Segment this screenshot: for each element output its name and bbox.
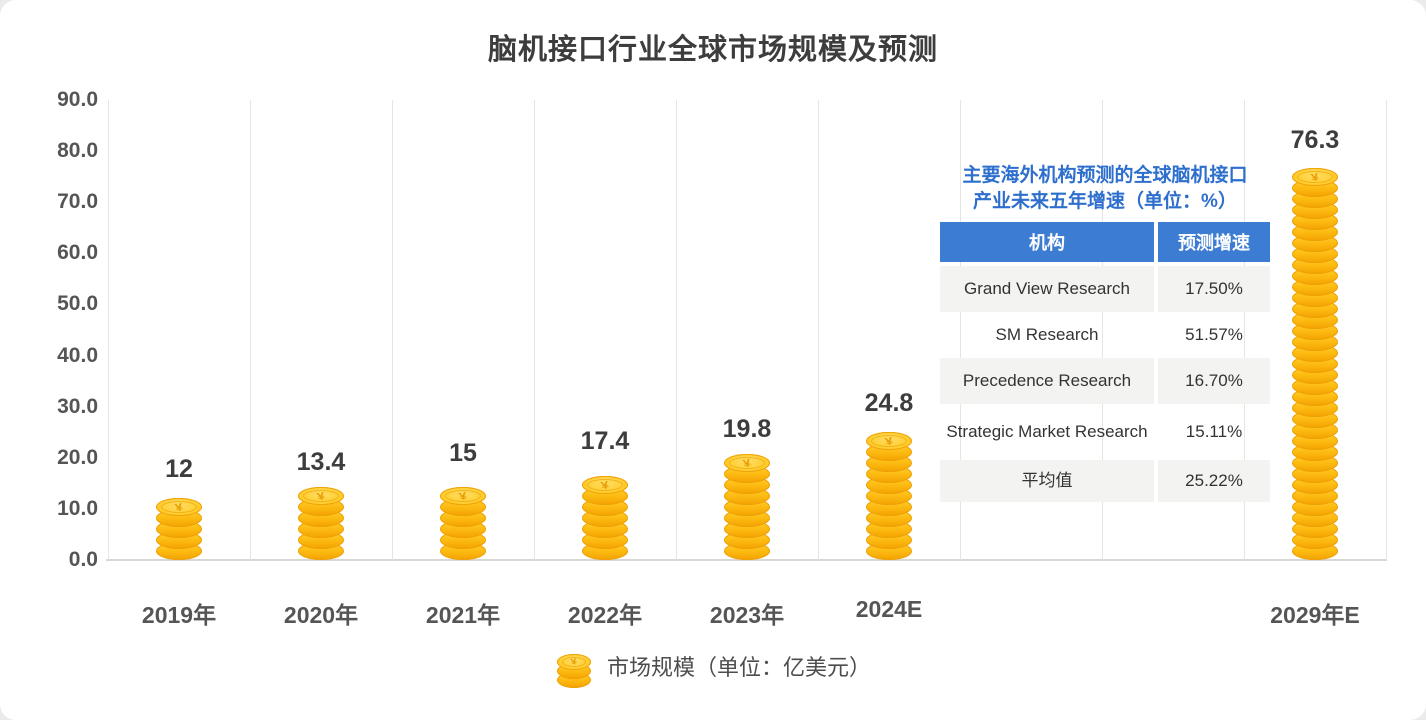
bar-2020年: ¥	[298, 487, 344, 560]
table-row: Precedence Research 16.70%	[940, 358, 1270, 404]
table-cell-org: SM Research	[995, 325, 1099, 344]
gridline	[818, 100, 819, 560]
bar-value-label: 15	[449, 439, 477, 467]
table-header-org: 机构	[940, 222, 1154, 262]
table-cell-org: 平均值	[940, 460, 1154, 502]
y-axis-tick: 30.0	[57, 395, 98, 418]
x-axis-label: 2023年	[709, 602, 785, 628]
y-axis-tick: 90.0	[57, 88, 98, 111]
bar-2024E: ¥	[866, 432, 912, 560]
x-axis-label: 2020年	[283, 602, 359, 628]
gridline	[1102, 100, 1103, 560]
table-cell-org: Strategic Market Research	[946, 422, 1148, 441]
x-axis-label: 2022年	[567, 602, 643, 628]
table-row: Strategic Market Research 15.11%	[940, 404, 1270, 460]
gridline	[1244, 100, 1245, 560]
table-cell-org: Precedence Research	[940, 358, 1154, 404]
gridline	[250, 100, 251, 560]
bar-2021年: ¥	[440, 483, 486, 560]
y-axis-tick: 60.0	[57, 241, 98, 264]
bar-2029年E: ¥	[1292, 168, 1338, 560]
y-axis-tick: 10.0	[57, 497, 98, 520]
y-axis-tick: 80.0	[57, 139, 98, 162]
table-cell-rate: 51.57%	[1185, 325, 1243, 344]
bar-value-label: 19.8	[722, 415, 772, 443]
x-axis-label: 2029年E	[1270, 602, 1360, 628]
table-cell-rate: 17.50%	[1158, 266, 1270, 312]
bar-2023年: ¥	[724, 454, 770, 560]
inset-table-header: 机构 预测增速	[940, 222, 1270, 262]
chart-title: 脑机接口行业全球市场规模及预测	[487, 34, 938, 66]
x-axis-label: 2021年	[425, 602, 501, 628]
y-axis-tick: 20.0	[57, 446, 98, 469]
gridline	[1386, 100, 1387, 560]
y-axis-tick: 0.0	[68, 548, 98, 571]
gridline	[392, 100, 393, 560]
x-axis-line	[106, 559, 1387, 561]
bar-2022年: ¥	[582, 471, 628, 560]
bar-value-label: 12	[165, 455, 193, 483]
legend: ¥ 市场规模（单位：亿美元）	[0, 642, 1426, 690]
gridline	[534, 100, 535, 560]
table-row: SM Research 51.57%	[940, 312, 1270, 358]
table-cell-rate: 25.22%	[1158, 460, 1270, 502]
bar-value-label: 13.4	[296, 448, 346, 476]
inset-table-title-line2: 产业未来五年增速（单位：%）	[973, 191, 1237, 212]
table-row: 平均值 25.22%	[940, 460, 1270, 502]
table-row: Grand View Research 17.50%	[940, 266, 1270, 312]
table-cell-rate: 15.11%	[1185, 422, 1243, 441]
bar-value-label: 76.3	[1290, 126, 1340, 154]
y-axis-tick: 50.0	[57, 292, 98, 315]
inset-table-title-line1: 主要海外机构预测的全球脑机接口	[962, 165, 1248, 186]
y-axis-tick: 70.0	[57, 190, 98, 213]
table-cell-org: Grand View Research	[940, 266, 1154, 312]
bar-value-label: 17.4	[580, 427, 630, 455]
bar-value-label: 24.8	[864, 389, 914, 417]
coin-stack-icon: ¥	[555, 644, 593, 688]
table-cell-rate: 16.70%	[1158, 358, 1270, 404]
inset-table-title: 主要海外机构预测的全球脑机接口 产业未来五年增速（单位：%）	[930, 163, 1280, 215]
x-axis-label: 2024E	[855, 596, 923, 622]
gridline	[676, 100, 677, 560]
gridline	[960, 100, 961, 560]
gridline	[108, 100, 109, 560]
x-axis-label: 2019年	[141, 602, 217, 628]
legend-label: 市场规模（单位：亿美元）	[606, 655, 871, 680]
y-axis-tick: 40.0	[57, 344, 98, 367]
table-header-rate: 预测增速	[1158, 222, 1270, 262]
bar-2019年: ¥	[156, 498, 202, 560]
